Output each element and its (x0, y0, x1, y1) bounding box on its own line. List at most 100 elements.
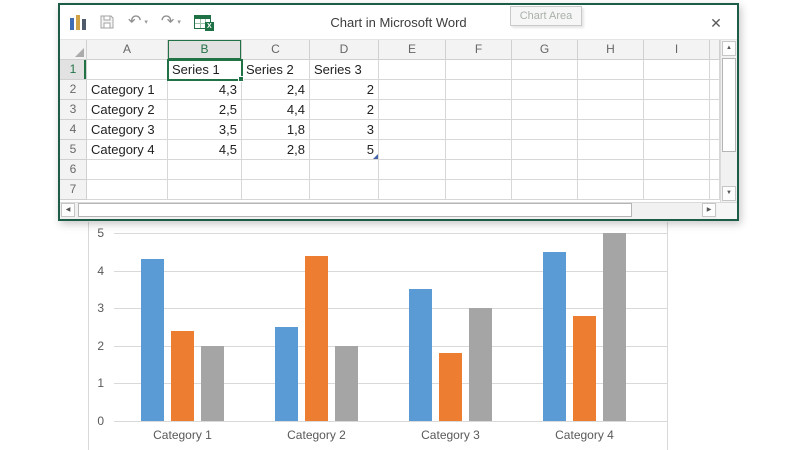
bar-series3-cat2[interactable] (335, 346, 358, 421)
row-header-2[interactable]: 2 (60, 80, 87, 100)
row-header-3[interactable]: 3 (60, 100, 87, 120)
cell-D7[interactable] (310, 180, 379, 200)
cell-G2[interactable] (512, 80, 578, 100)
cell-H3[interactable] (578, 100, 644, 120)
cell-G7[interactable] (512, 180, 578, 200)
cell-A2[interactable]: Category 1 (87, 80, 168, 100)
bar-series3-cat3[interactable] (469, 308, 492, 421)
vertical-scrollbar[interactable]: ▲ ▼ (720, 40, 737, 202)
cell-H4[interactable] (578, 120, 644, 140)
cell-C4[interactable]: 1,8 (242, 120, 310, 140)
cell-E6[interactable] (379, 160, 446, 180)
cell-I6[interactable] (644, 160, 710, 180)
column-header-C[interactable]: C (242, 40, 310, 60)
cell-D1[interactable]: Series 3 (310, 60, 379, 80)
cell-G6[interactable] (512, 160, 578, 180)
row-header-6[interactable]: 6 (60, 160, 87, 180)
save-button[interactable] (99, 14, 115, 30)
cell-D5[interactable]: 5 (310, 140, 379, 160)
column-header-H[interactable]: H (578, 40, 644, 60)
bar-series1-cat1[interactable] (141, 259, 164, 421)
cell-H2[interactable] (578, 80, 644, 100)
cell-B6[interactable] (168, 160, 242, 180)
cell-E2[interactable] (379, 80, 446, 100)
cell-B5[interactable]: 4,5 (168, 140, 242, 160)
cell-A4[interactable]: Category 3 (87, 120, 168, 140)
close-button[interactable]: ✕ (705, 12, 727, 34)
bar-series3-cat4[interactable] (603, 233, 626, 421)
cell-H6[interactable] (578, 160, 644, 180)
cell-I7[interactable] (644, 180, 710, 200)
cell-E5[interactable] (379, 140, 446, 160)
cell-F3[interactable] (446, 100, 512, 120)
column-header-G[interactable]: G (512, 40, 578, 60)
cell-B1[interactable]: Series 1 (167, 59, 244, 82)
cell-H1[interactable] (578, 60, 644, 80)
cell-F2[interactable] (446, 80, 512, 100)
cell-E1[interactable] (379, 60, 446, 80)
bar-series2-cat4[interactable] (573, 316, 596, 421)
edit-in-excel-button[interactable]: X (193, 15, 214, 31)
bar-series2-cat1[interactable] (171, 331, 194, 421)
cell-C3[interactable]: 4,4 (242, 100, 310, 120)
column-header-F[interactable]: F (446, 40, 512, 60)
undo-button[interactable]: ↶ ▾ (128, 14, 148, 30)
cell-A3[interactable]: Category 2 (87, 100, 168, 120)
bar-series1-cat2[interactable] (275, 327, 298, 421)
cell-A6[interactable] (87, 160, 168, 180)
cell-G1[interactable] (512, 60, 578, 80)
cell-H7[interactable] (578, 180, 644, 200)
cell-G4[interactable] (512, 120, 578, 140)
cell-F1[interactable] (446, 60, 512, 80)
bar-chart[interactable]: 0 1 2 3 4 5 Category 1 Category 2 Category 3 Cate… (88, 222, 668, 450)
row-header-7[interactable]: 7 (60, 180, 87, 200)
bar-series3-cat1[interactable] (201, 346, 224, 421)
bar-series1-cat4[interactable] (543, 252, 566, 421)
redo-button[interactable]: ↷ ▾ (161, 14, 181, 30)
scroll-up-button[interactable]: ▲ (722, 41, 736, 56)
cell-E4[interactable] (379, 120, 446, 140)
bar-series1-cat3[interactable] (409, 289, 432, 421)
scroll-left-button[interactable]: ◀ (61, 203, 75, 217)
cell-D4[interactable]: 3 (310, 120, 379, 140)
cell-B3[interactable]: 2,5 (168, 100, 242, 120)
cell-B4[interactable]: 3,5 (168, 120, 242, 140)
data-range-handle[interactable] (373, 154, 378, 159)
cell-D6[interactable] (310, 160, 379, 180)
cell-A5[interactable]: Category 4 (87, 140, 168, 160)
cell-I4[interactable] (644, 120, 710, 140)
fill-handle[interactable] (238, 76, 244, 82)
cell-A1[interactable] (87, 60, 168, 80)
cell-B7[interactable] (168, 180, 242, 200)
horizontal-scroll-thumb[interactable] (78, 203, 632, 217)
cell-F7[interactable] (446, 180, 512, 200)
horizontal-scrollbar[interactable]: ◀ ▶ (60, 203, 717, 219)
select-all-corner[interactable] (60, 40, 87, 60)
row-header-5[interactable]: 5 (60, 140, 87, 160)
cell-C2[interactable]: 2,4 (242, 80, 310, 100)
column-header-A[interactable]: A (87, 40, 168, 60)
cell-E3[interactable] (379, 100, 446, 120)
cell-H5[interactable] (578, 140, 644, 160)
column-header-D[interactable]: D (310, 40, 379, 60)
cell-G5[interactable] (512, 140, 578, 160)
scroll-down-button[interactable]: ▼ (722, 186, 736, 201)
cell-C7[interactable] (242, 180, 310, 200)
vertical-scroll-thumb[interactable] (722, 58, 736, 152)
cell-G3[interactable] (512, 100, 578, 120)
cell-I1[interactable] (644, 60, 710, 80)
cell-D3[interactable]: 2 (310, 100, 379, 120)
row-header-4[interactable]: 4 (60, 120, 87, 140)
cell-B2[interactable]: 4,3 (168, 80, 242, 100)
cell-F4[interactable] (446, 120, 512, 140)
cell-A7[interactable] (87, 180, 168, 200)
bar-series2-cat2[interactable] (305, 256, 328, 421)
cell-I2[interactable] (644, 80, 710, 100)
cell-F5[interactable] (446, 140, 512, 160)
cell-F6[interactable] (446, 160, 512, 180)
cell-I3[interactable] (644, 100, 710, 120)
cell-C5[interactable]: 2,8 (242, 140, 310, 160)
column-header-B[interactable]: B (168, 40, 242, 60)
row-header-1[interactable]: 1 (60, 60, 87, 80)
cell-I5[interactable] (644, 140, 710, 160)
